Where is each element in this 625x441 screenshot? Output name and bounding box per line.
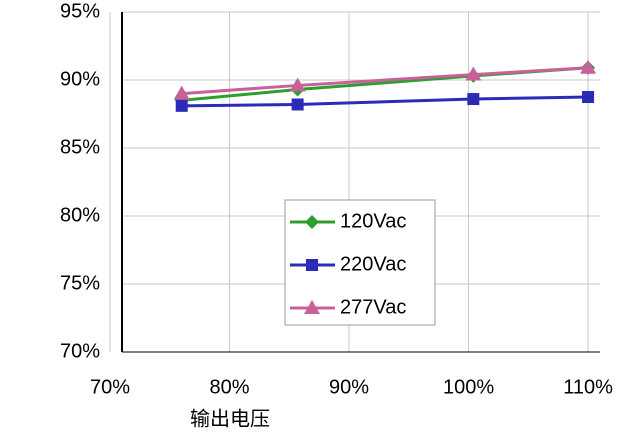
marker: [289, 77, 306, 92]
marker: [304, 300, 320, 314]
marker: [580, 59, 597, 74]
legend-label: 277Vac: [340, 296, 406, 318]
x-tick-label: 80%: [209, 376, 249, 398]
marker: [291, 98, 304, 111]
marker: [467, 93, 480, 106]
legend-label: 120Vac: [340, 210, 406, 232]
legend-label: 220Vac: [340, 253, 406, 275]
series-line: [181, 66, 589, 96]
y-tick-label: 70%: [60, 340, 100, 362]
x-tick-label: 100%: [443, 376, 494, 398]
y-tick-label: 75%: [60, 272, 100, 294]
y-tick-label: 85%: [60, 136, 100, 158]
x-tick-label: 90%: [329, 376, 369, 398]
x-tick-label: 70%: [90, 376, 130, 398]
y-tick-label: 90%: [60, 68, 100, 90]
series-line: [181, 95, 589, 108]
marker: [173, 85, 190, 100]
marker: [306, 259, 318, 271]
x-axis-title: 输出电压: [190, 407, 270, 430]
marker: [465, 66, 482, 81]
marker: [305, 215, 319, 229]
marker: [175, 99, 188, 112]
y-tick-label: 80%: [60, 204, 100, 226]
y-tick-label: 95%: [60, 0, 100, 22]
marker: [582, 91, 595, 103]
x-tick-label: 110%: [563, 376, 613, 398]
